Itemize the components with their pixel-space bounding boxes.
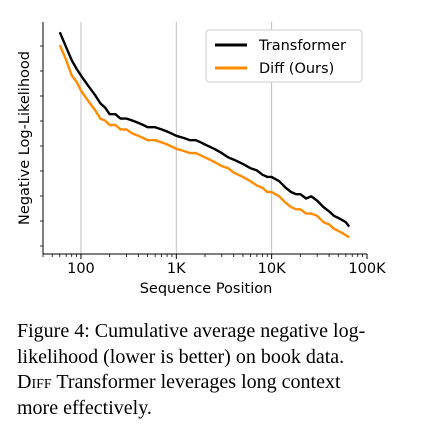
x-ticks: 100 1K 10K 100K: [42, 254, 386, 277]
figure-caption: Figure 4: Cumulative average negative lo…: [17, 319, 421, 421]
caption-line-3: Diff Transformer leverages long context: [17, 370, 421, 396]
legend: Transformer Diff (Ours): [205, 29, 363, 83]
x-tick-label-0: 100: [67, 261, 95, 277]
y-tick-marks: [40, 45, 43, 247]
series-line-transformer: [58, 31, 351, 228]
series-line-diff-ours: [58, 44, 350, 239]
x-tick-label-1: 1K: [167, 261, 186, 277]
caption-line-2: likelihood (lower is better) on book dat…: [17, 345, 345, 368]
caption-diff-smallcaps: Diff: [17, 371, 52, 393]
series-lines: [58, 31, 351, 239]
caption-line-1: Figure 4: Cumulative average negative lo…: [17, 320, 366, 342]
caption-line-4: more effectively.: [17, 396, 152, 419]
legend-label-transformer: Transformer: [258, 38, 346, 54]
y-axis-label: Negative Log-Likelihood: [17, 51, 33, 225]
caption-line-3-rest: Transformer leverages long context: [51, 371, 341, 393]
x-tick-label-2: 10K: [258, 261, 286, 277]
legend-label-diff: Diff (Ours): [259, 61, 334, 77]
x-tick-label-3: 100K: [348, 261, 386, 277]
nll-line-chart: 100 1K 10K 100K Sequence Position Negative …: [17, 22, 386, 297]
x-axis-label: Sequence Position: [140, 281, 273, 297]
